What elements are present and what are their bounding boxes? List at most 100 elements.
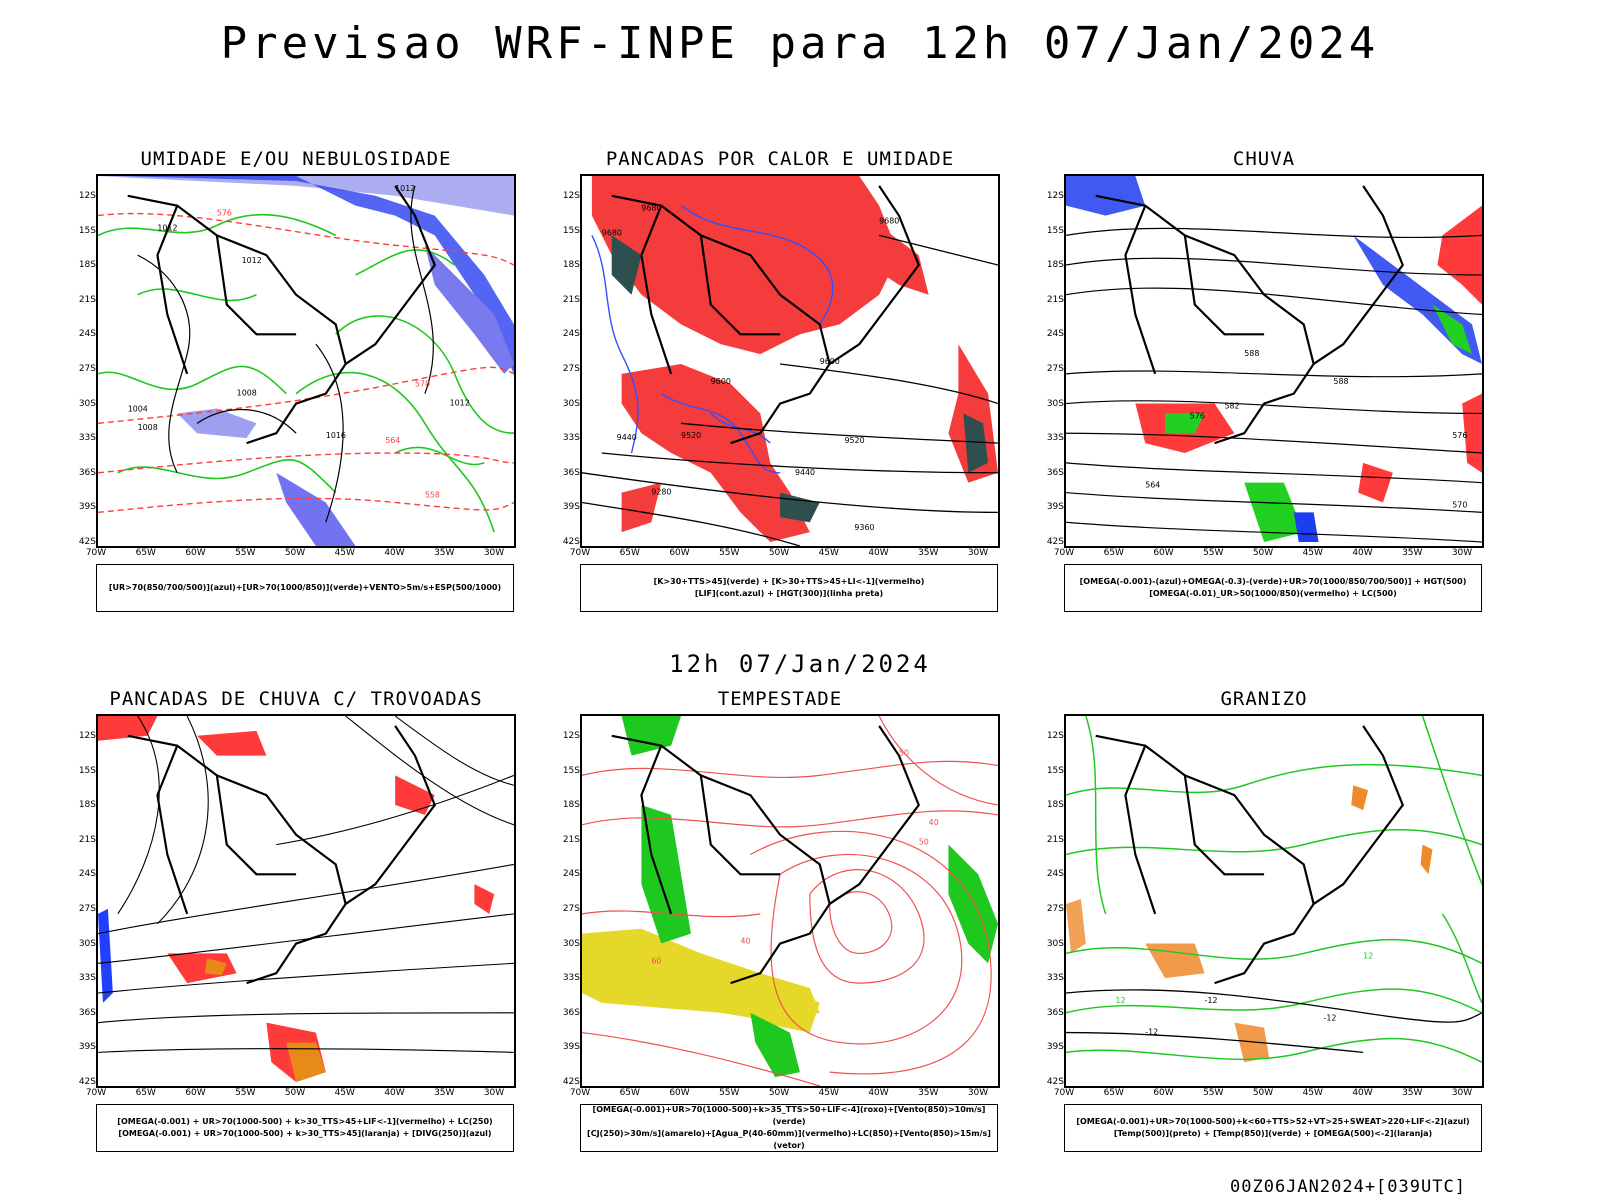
svg-text:1008: 1008 [138, 423, 158, 432]
lat-tick-label: 30S [78, 398, 96, 409]
lat-tick-label: 39S [562, 1042, 580, 1053]
lon-tick-label: 35W [1402, 1088, 1423, 1098]
map-tempestade[interactable]: 50 40 50 60 40 [580, 714, 1000, 1088]
lat-tick-label: 18S [78, 800, 96, 811]
lat-tick-label: 39S [78, 1042, 96, 1053]
lat-tick-label: 42S [1046, 1077, 1064, 1087]
map-pancadas-calor[interactable]: 9680 9680 9600 9520 9440 9360 9280 9440 … [580, 174, 1000, 548]
map-granizo[interactable]: -12 -12 -12 12 12 [1064, 714, 1484, 1088]
legend-pancadas-calor: [K>30+TTS>45](verde) + [K>30+TTS>45+LI<-… [580, 564, 998, 612]
lon-tick-label: 35W [434, 1088, 455, 1098]
lon-tick-label: 70W [1053, 1088, 1075, 1098]
lat-tick-label: 42S [562, 1077, 580, 1087]
lat-tick-label: 24S [1046, 329, 1064, 340]
lat-tick-label: 36S [562, 1007, 580, 1018]
svg-text:1016: 1016 [326, 431, 346, 440]
lat-tick-label: 24S [562, 329, 580, 340]
panel-title: UMIDADE E/OU NEBULOSIDADE [140, 148, 452, 170]
legend-trovoadas: [OMEGA(-0.001) + UR>70(1000-500) + k>30_… [96, 1104, 514, 1152]
main-title: Previsao WRF-INPE para 12h 07/Jan/2024 [220, 18, 1380, 69]
panel-title: PANCADAS POR CALOR E UMIDADE [605, 148, 955, 170]
lon-tick-label: 60W [669, 1088, 690, 1098]
svg-text:9360: 9360 [854, 523, 874, 532]
lat-tick-label: 18S [1046, 260, 1064, 271]
svg-text:40: 40 [929, 818, 939, 827]
lon-tick-label: 30W [967, 548, 989, 558]
lat-tick-label: 33S [78, 433, 96, 444]
lon-tick-label: 40W [1352, 1088, 1373, 1098]
lat-tick-label: 33S [562, 433, 580, 444]
lat-tick-label: 39S [1046, 1042, 1064, 1053]
lat-tick-label: 15S [1046, 765, 1064, 776]
lon-tick-label: 50W [1252, 548, 1274, 558]
svg-text:1012: 1012 [242, 256, 262, 265]
lat-tick-label: 30S [78, 938, 96, 949]
lon-tick-label: 45W [334, 548, 355, 558]
svg-text:9520: 9520 [681, 431, 701, 440]
lon-tick-label: 45W [334, 1088, 355, 1098]
lat-tick-label: 18S [562, 800, 580, 811]
svg-text:570: 570 [415, 380, 430, 389]
lat-tick-label: 12S [1046, 191, 1064, 201]
svg-text:582: 582 [1224, 401, 1239, 410]
lat-tick-label: 27S [562, 904, 580, 914]
svg-text:1008: 1008 [237, 389, 257, 398]
map-trovoadas[interactable] [96, 714, 516, 1088]
map-chuva[interactable]: 588 582 576 576 570 564 588 [1064, 174, 1484, 548]
svg-text:588: 588 [1244, 349, 1259, 358]
lon-tick-label: 45W [818, 548, 839, 558]
lat-tick-label: 33S [1046, 433, 1064, 444]
lat-tick-label: 39S [1046, 502, 1064, 513]
lat-tick-label: 30S [1046, 398, 1064, 409]
lon-tick-label: 55W [719, 548, 740, 558]
lat-tick-label: 18S [78, 260, 96, 271]
lat-tick-label: 33S [1046, 973, 1064, 984]
lat-tick-label: 33S [78, 973, 96, 984]
lat-tick-label: 21S [1046, 294, 1064, 305]
svg-text:558: 558 [425, 491, 440, 500]
lon-tick-label: 65W [619, 1088, 640, 1098]
svg-text:570: 570 [1452, 500, 1467, 509]
svg-text:9440: 9440 [617, 433, 637, 442]
lat-tick-label: 39S [78, 502, 96, 513]
svg-text:-12: -12 [1145, 1028, 1158, 1037]
lon-tick-label: 65W [1103, 548, 1124, 558]
lon-tick-label: 35W [918, 1088, 939, 1098]
svg-text:9680: 9680 [879, 216, 899, 225]
svg-text:576: 576 [1452, 431, 1467, 440]
lat-tick-label: 12S [562, 731, 580, 741]
lat-tick-label: 42S [1046, 537, 1064, 547]
lat-tick-label: 27S [562, 364, 580, 374]
map-umidade[interactable]: 1012 1012 1012 1008 1004 1008 1016 1012 … [96, 174, 516, 548]
legend-tempestade: [OMEGA(-0.001)+UR>70(1000-500)+k>35_TTS>… [580, 1104, 998, 1152]
lat-tick-label: 24S [1046, 869, 1064, 880]
lat-tick-label: 27S [78, 364, 96, 374]
svg-text:1012: 1012 [157, 223, 177, 232]
lon-tick-label: 30W [967, 1088, 989, 1098]
svg-text:50: 50 [919, 838, 929, 847]
svg-text:9440: 9440 [795, 468, 815, 477]
svg-text:576: 576 [1190, 411, 1205, 420]
svg-text:588: 588 [1333, 377, 1348, 386]
lon-tick-label: 55W [719, 1088, 740, 1098]
lon-tick-label: 45W [1302, 548, 1323, 558]
lat-tick-label: 36S [78, 467, 96, 478]
lon-tick-label: 65W [619, 548, 640, 558]
lon-tick-label: 60W [185, 1088, 206, 1098]
lon-tick-label: 30W [483, 548, 505, 558]
svg-text:576: 576 [217, 209, 232, 218]
lon-tick-label: 55W [235, 1088, 256, 1098]
svg-text:50: 50 [899, 749, 909, 758]
lon-tick-label: 60W [1153, 1088, 1174, 1098]
lat-tick-label: 27S [1046, 904, 1064, 914]
lon-tick-label: 40W [1352, 548, 1373, 558]
lon-tick-label: 70W [85, 548, 107, 558]
lat-tick-label: 15S [78, 765, 96, 776]
lat-tick-label: 33S [562, 973, 580, 984]
lat-tick-label: 18S [562, 260, 580, 271]
svg-text:1004: 1004 [128, 404, 148, 413]
svg-text:564: 564 [1145, 481, 1160, 490]
lon-tick-label: 30W [1451, 548, 1473, 558]
lat-tick-label: 12S [78, 731, 96, 741]
lon-tick-label: 30W [1451, 1088, 1473, 1098]
